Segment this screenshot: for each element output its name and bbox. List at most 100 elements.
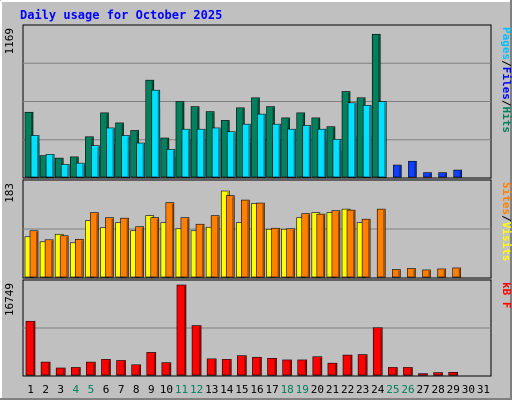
x-tick-label-day-7: 7 — [118, 383, 125, 396]
sites-bar-29-shadow — [458, 268, 461, 277]
kbytes-bar-20-shadow — [319, 357, 322, 375]
sites-bar-28 — [437, 268, 446, 278]
files-bar-26 — [408, 160, 417, 178]
sites-bar-15 — [241, 199, 250, 278]
kbytes-bar-18-shadow — [289, 360, 292, 375]
sites-bar-21-shadow — [337, 211, 340, 277]
pages-bar-22-shadow — [354, 103, 356, 177]
sites-bar-13-shadow — [217, 216, 219, 277]
sites-bar-16-shadow — [262, 204, 264, 277]
sites-bar-25-shadow — [398, 270, 400, 277]
kbytes-bar-27 — [418, 373, 428, 376]
kbytes-bar-18 — [282, 359, 292, 376]
pages-bar-23-shadow — [369, 106, 371, 177]
sites-bar-29 — [452, 267, 462, 278]
pages-bar-10-shadow — [172, 150, 175, 177]
kbytes-bar-10-shadow — [168, 363, 171, 375]
pages-bar-16-shadow — [263, 115, 265, 177]
sites-bar-6-shadow — [111, 218, 113, 277]
x-tick-label-day-12: 12 — [190, 383, 203, 396]
kbytes-bar-25-shadow — [395, 368, 397, 375]
sites-bar-5-shadow — [96, 213, 98, 277]
sites-bar-2-shadow — [51, 240, 53, 277]
pages-bar-12 — [196, 128, 206, 178]
kbytes-bar-24 — [372, 327, 383, 376]
pages-bar-13-shadow — [218, 128, 220, 177]
kbytes-bar-7 — [116, 360, 126, 376]
kbytes-bar-19-shadow — [304, 360, 307, 375]
y-max-label: 183 — [3, 183, 16, 203]
kbytes-bar-10 — [161, 362, 172, 376]
x-tick-label-day-8: 8 — [133, 383, 140, 396]
pages-bar-10 — [166, 149, 176, 178]
x-tick-label-day-24: 24 — [371, 383, 385, 396]
kbytes-bar-16-shadow — [259, 358, 261, 375]
y-max-label: 1169 — [3, 28, 16, 55]
sites-bar-1 — [29, 230, 39, 278]
kbytes-bar-22-shadow — [350, 356, 352, 375]
sites-bar-21 — [331, 210, 341, 278]
x-tick-label-day-15: 15 — [235, 383, 248, 396]
x-tick-label-day-2: 2 — [42, 383, 49, 396]
sites-bar-4 — [74, 238, 84, 278]
sites-bar-15-shadow — [247, 201, 249, 277]
pages-bar-7-shadow — [127, 136, 130, 177]
x-tick-label-day-28: 28 — [432, 383, 445, 396]
kbytes-bar-1 — [25, 320, 36, 376]
pages-bar-8-shadow — [142, 144, 145, 177]
pages-bar-1-shadow — [37, 136, 39, 177]
kbytes-bar-3-shadow — [63, 369, 65, 375]
x-tick-label-day-22: 22 — [341, 383, 354, 396]
kbytes-bar-9 — [146, 352, 157, 376]
sites-bar-8 — [135, 226, 144, 278]
kbytes-bar-24-shadow — [380, 328, 382, 375]
sites-bar-3 — [59, 235, 69, 278]
pages-bar-6 — [106, 127, 115, 178]
sites-bar-17 — [271, 227, 280, 278]
sites-bar-9-shadow — [156, 218, 159, 277]
legend-entry: Hits — [500, 107, 512, 134]
pages-bar-2 — [45, 154, 55, 178]
kbytes-bar-14 — [221, 359, 232, 376]
files-bar-27 — [423, 172, 432, 178]
kbytes-bar-12-shadow — [199, 326, 201, 375]
sites-bar-18 — [286, 228, 295, 278]
x-tick-label-day-5: 5 — [88, 383, 95, 396]
sites-bar-24-shadow — [383, 210, 385, 277]
sites-bar-20-shadow — [322, 215, 325, 277]
kbytes-bar-20 — [312, 356, 323, 376]
files-bar-29-shadow — [459, 171, 462, 177]
sites-bar-19-shadow — [307, 214, 310, 277]
x-tick-label-day-25: 25 — [386, 383, 399, 396]
pages-bar-16 — [257, 113, 266, 178]
x-tick-label-day-1: 1 — [27, 383, 34, 396]
kbytes-bar-21 — [327, 362, 338, 376]
legend-entry: / — [500, 60, 512, 67]
sites-bar-26 — [407, 268, 416, 278]
kbytes-bar-5-shadow — [93, 363, 95, 375]
sites-bar-7-shadow — [126, 219, 129, 277]
pages-bar-4 — [75, 162, 85, 178]
kbytes-bar-6-shadow — [108, 360, 110, 375]
sites-bar-1-shadow — [36, 231, 38, 277]
x-tick-label-day-30: 30 — [462, 383, 475, 396]
legend-visits-sites: Sites/Visits — [500, 182, 512, 262]
pages-bar-2-shadow — [52, 155, 54, 177]
kbytes-bar-14-shadow — [229, 360, 231, 375]
kbytes-bar-19 — [297, 359, 308, 376]
kbytes-bar-26 — [403, 367, 413, 376]
sites-bar-11 — [180, 217, 190, 278]
pages-bar-1 — [30, 135, 40, 178]
files-bar-26-shadow — [414, 162, 416, 177]
kbytes-bar-6 — [101, 359, 111, 376]
x-tick-label-day-4: 4 — [73, 383, 80, 396]
x-tick-label-day-9: 9 — [148, 383, 155, 396]
pages-bar-7 — [121, 135, 130, 178]
sites-bar-24 — [376, 208, 386, 278]
sites-bar-3-shadow — [66, 236, 68, 277]
pages-bar-3 — [60, 164, 70, 178]
kbytes-bar-4-shadow — [78, 368, 80, 375]
sites-bar-14-shadow — [232, 196, 234, 277]
pages-bar-23 — [362, 105, 372, 178]
